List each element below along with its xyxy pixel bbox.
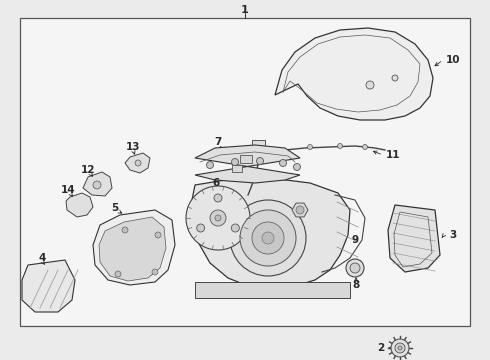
Text: 3: 3: [449, 230, 457, 240]
Polygon shape: [388, 205, 440, 272]
Circle shape: [93, 181, 101, 189]
Circle shape: [366, 81, 374, 89]
Text: 10: 10: [446, 55, 460, 65]
Circle shape: [215, 215, 221, 221]
Polygon shape: [93, 210, 175, 285]
Text: 13: 13: [126, 142, 140, 152]
Circle shape: [346, 259, 364, 277]
Circle shape: [230, 200, 306, 276]
Polygon shape: [66, 193, 93, 217]
Text: 4: 4: [38, 253, 46, 263]
Text: 8: 8: [352, 280, 360, 290]
Circle shape: [231, 224, 239, 232]
Circle shape: [240, 210, 296, 266]
Bar: [20, 18, 470, 326]
Text: 9: 9: [351, 235, 359, 245]
Circle shape: [350, 263, 360, 273]
Circle shape: [308, 144, 313, 149]
Circle shape: [210, 210, 226, 226]
Text: 6: 6: [212, 178, 220, 188]
Polygon shape: [99, 217, 166, 281]
Circle shape: [135, 160, 141, 166]
Polygon shape: [186, 186, 250, 250]
Circle shape: [152, 269, 158, 275]
Text: 14: 14: [61, 185, 75, 195]
Polygon shape: [275, 28, 433, 120]
Circle shape: [214, 194, 222, 202]
Polygon shape: [83, 172, 112, 196]
Polygon shape: [192, 178, 350, 288]
Circle shape: [206, 162, 214, 168]
Circle shape: [196, 224, 205, 232]
Circle shape: [391, 339, 409, 357]
Circle shape: [395, 343, 405, 353]
Circle shape: [262, 232, 274, 244]
Circle shape: [231, 158, 239, 166]
Circle shape: [279, 159, 287, 166]
Bar: [240, 155, 252, 163]
Polygon shape: [195, 145, 300, 183]
Polygon shape: [292, 203, 308, 217]
Circle shape: [115, 271, 121, 277]
Polygon shape: [125, 153, 150, 173]
Text: 1: 1: [241, 5, 249, 15]
Circle shape: [363, 144, 368, 149]
Text: 5: 5: [111, 203, 119, 213]
Polygon shape: [195, 282, 350, 298]
Polygon shape: [252, 140, 265, 158]
Circle shape: [398, 346, 402, 350]
Circle shape: [392, 75, 398, 81]
Circle shape: [296, 206, 304, 214]
Bar: [232, 165, 242, 172]
Text: 2: 2: [377, 343, 385, 353]
Circle shape: [155, 232, 161, 238]
Polygon shape: [22, 260, 75, 312]
Circle shape: [294, 163, 300, 171]
Circle shape: [252, 222, 284, 254]
Text: 7: 7: [214, 137, 221, 147]
Text: 11: 11: [386, 150, 400, 160]
Text: 12: 12: [81, 165, 95, 175]
Circle shape: [338, 144, 343, 149]
Circle shape: [122, 227, 128, 233]
Circle shape: [256, 158, 264, 165]
